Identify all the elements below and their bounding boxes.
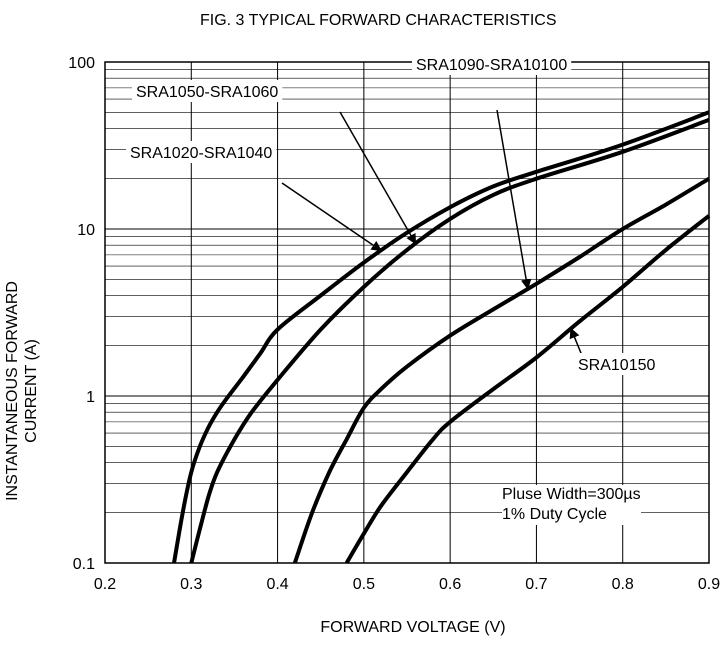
series-layer xyxy=(172,110,711,565)
minor-gridlines xyxy=(105,69,709,514)
annotation-label-bg xyxy=(412,53,572,75)
x-tick-label: 0.9 xyxy=(698,576,720,593)
series-line-sra1050-sra1060 xyxy=(189,118,710,564)
x-tick-label: 0.5 xyxy=(353,576,375,593)
y-tick-label: 100 xyxy=(68,55,95,72)
series-line-sra10150 xyxy=(344,214,711,565)
x-tick-label: 0.7 xyxy=(525,576,547,593)
annotation-label: SRA1020-SRA1040 xyxy=(130,145,272,162)
tick-labels: 0.2 0.3 0.4 0.5 0.6 0.7 0.8 0.9 0.1 1 10 100 xyxy=(68,55,720,593)
y-tick-label: 1 xyxy=(86,389,95,406)
x-tick-label: 0.2 xyxy=(94,576,116,593)
annotation-layer: SRA1050-SRA1060 SRA1020-SRA1040 SRA1090-SR… xyxy=(126,53,660,375)
x-tick-label: 0.8 xyxy=(612,576,634,593)
series-line-sra1020-sra1040 xyxy=(172,110,710,564)
annotation-label-bg xyxy=(126,141,277,163)
annotation-label: SRA10150 xyxy=(578,357,655,374)
annotation-arrow xyxy=(281,182,382,252)
test-condition-note: Pluse Width=300µs 1% Duty Cycle xyxy=(502,485,641,525)
x-tick-label: 0.4 xyxy=(266,576,288,593)
x-axis-label: FORWARD VOLTAGE (V) xyxy=(320,619,506,636)
annotation-label: SRA1050-SRA1060 xyxy=(136,84,278,101)
y-axis-label-line1: INSTANTANEOUS FORWARD xyxy=(4,281,21,501)
plot-frame xyxy=(104,61,710,564)
annotation-label-bg xyxy=(132,80,283,102)
annotation-arrow xyxy=(496,109,532,290)
annotation-label: SRA1090-SRA10100 xyxy=(416,57,567,74)
y-axis-label-line2: CURRENT (A) xyxy=(23,339,40,443)
annotation-label-bg xyxy=(574,353,660,375)
y-tick-label: 10 xyxy=(77,222,95,239)
y-tick-label: 0.1 xyxy=(73,556,95,573)
series-line-sra1090-sra10100 xyxy=(292,176,711,564)
pulse-width-text: Pluse Width=300µs xyxy=(502,486,641,503)
duty-cycle-text: 1% Duty Cycle xyxy=(502,506,607,523)
x-tick-label: 0.3 xyxy=(180,576,202,593)
annotation-arrow xyxy=(339,111,417,245)
x-tick-label: 0.6 xyxy=(439,576,461,593)
chart-title: FIG. 3 TYPICAL FORWARD CHARACTERISTICS xyxy=(200,12,557,29)
